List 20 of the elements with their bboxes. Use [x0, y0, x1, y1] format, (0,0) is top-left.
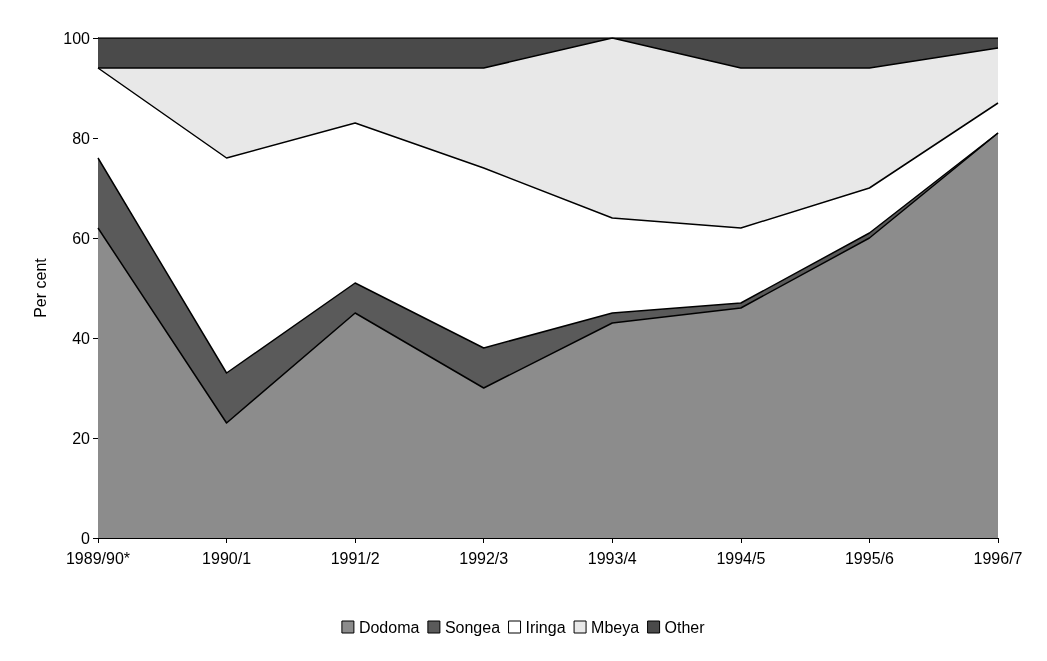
x-tick-label: 1993/4 [587, 549, 637, 567]
y-tick-label: 80 [72, 129, 91, 147]
y-tick-label: 20 [72, 429, 91, 447]
x-tick-label: 1995/6 [844, 549, 894, 567]
x-tick-label: 1992/3 [459, 549, 509, 567]
x-tick-label: 1991/2 [330, 549, 380, 567]
y-tick-label: 40 [72, 329, 91, 347]
legend-label: Dodoma [358, 618, 420, 636]
legend-label: Other [664, 618, 706, 636]
legend-label: Iringa [525, 618, 566, 636]
y-tick-label: 0 [81, 529, 91, 547]
x-tick-label: 1994/5 [716, 549, 766, 567]
x-tick-label: 1989/90* [65, 549, 131, 567]
y-tick-label: 100 [63, 29, 91, 47]
legend-label: Mbeya [591, 618, 640, 636]
y-axis-title: Per cent [31, 257, 49, 318]
x-tick-label: 1990/1 [202, 549, 252, 567]
x-tick-label: 1996/7 [973, 549, 1023, 567]
y-tick-label: 60 [72, 229, 91, 247]
legend-label: Songea [444, 618, 501, 636]
